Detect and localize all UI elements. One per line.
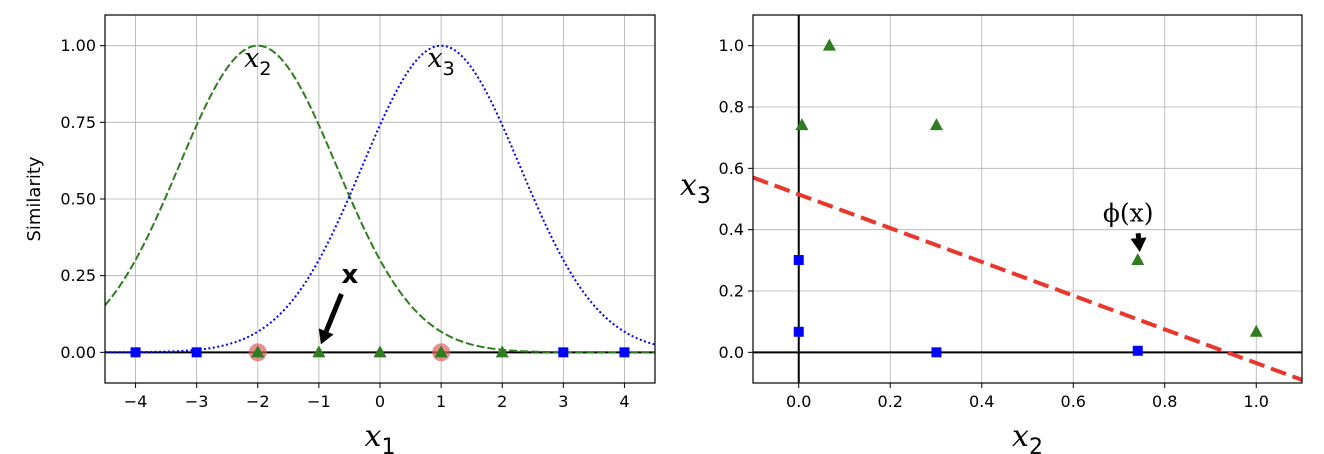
right-xtick-label: 0.6	[1061, 392, 1086, 411]
left-xtick-label: 3	[558, 392, 568, 411]
right-ytick-label: 0.4	[719, 220, 744, 239]
class1-point	[1131, 253, 1145, 266]
annotation-x-arrow-head	[318, 328, 334, 345]
left-ytick-label: 0.25	[60, 266, 96, 285]
left-xtick-label: 4	[619, 392, 629, 411]
annotation-x-arrow-shaft	[323, 293, 344, 333]
left-ytick-label: 0.75	[60, 113, 96, 132]
left-xtick-label: 1	[436, 392, 446, 411]
left-y-axis-label: Similarity	[24, 156, 45, 241]
curve-label: x3	[427, 43, 454, 80]
left-x-axis-label: x1	[365, 419, 396, 454]
class0-point	[1132, 345, 1143, 356]
transformed-space-chart: 0.0 0.2 0.4 0.6 0.8 1.0 0.0 0.2 0.4 0.6 0.8 1.0 ϕ(x)…	[680, 14, 1303, 454]
curve-label-base: x	[427, 43, 442, 74]
class0-point	[558, 347, 569, 358]
right-ytick-label: 0.6	[719, 159, 744, 178]
curve-label-sub: 3	[443, 58, 455, 80]
class1-point	[1249, 324, 1263, 337]
class0-point	[619, 347, 630, 358]
class1-point	[795, 118, 809, 131]
rbf-similarity-chart: −4 −3 −2 −1 0 1 2 3 40.000.250.500.751.00 x2 x3xx1…	[24, 14, 656, 454]
right-y-axis-label-sub: 3	[697, 184, 711, 209]
left-xtick-label: −2	[246, 392, 270, 411]
right-axes-frame	[752, 14, 1303, 384]
right-ytick-label: 1.0	[719, 36, 744, 55]
class1-point	[822, 38, 836, 51]
right-xtick-label: 0.8	[1152, 392, 1177, 411]
class0-point	[191, 347, 202, 358]
right-xtick-label: 0.4	[969, 392, 994, 411]
left-xtick-label: −3	[185, 392, 209, 411]
class1-point	[495, 345, 509, 358]
left-xtick-label: −1	[307, 392, 331, 411]
decision-boundary-line	[753, 175, 1302, 382]
class0-point	[931, 347, 942, 358]
left-xtick-label: 0	[375, 392, 385, 411]
right-xtick-label: 0.0	[786, 392, 811, 411]
left-ytick-label: 1.00	[60, 36, 96, 55]
right-y-axis-label-base: x	[680, 168, 697, 203]
annotation-phi-label: ϕ(x)	[1103, 198, 1154, 227]
right-x-axis-label: x2	[1012, 419, 1043, 454]
right-ytick-label: 0.2	[719, 282, 744, 301]
class0-point	[793, 326, 804, 337]
right-ytick-label: 0.0	[719, 343, 744, 362]
left-xtick-label: 2	[497, 392, 507, 411]
annotation-phi-arrow-head	[1130, 237, 1147, 253]
right-ytick-label: 0.8	[719, 98, 744, 117]
class1-point	[312, 345, 326, 358]
class0-point	[130, 347, 141, 358]
class1-point	[373, 345, 387, 358]
left-ytick-label: 0.00	[60, 343, 96, 362]
curve-label-sub: 2	[259, 58, 271, 80]
annotation-x-label: x	[341, 260, 358, 290]
similarity-curve-landmark--2	[105, 44, 655, 354]
left-ytick-label: 0.50	[60, 190, 96, 209]
left-x-axis-label-base: x	[365, 419, 382, 454]
right-x-axis-label-base: x	[1012, 419, 1029, 454]
curve-label-base: x	[244, 43, 259, 74]
right-x-axis-label-sub: 2	[1029, 435, 1043, 454]
left-axes-frame	[104, 14, 656, 384]
class1-point	[434, 345, 448, 358]
right-y-axis-label: x3	[680, 168, 711, 209]
curve-label: x2	[244, 43, 271, 80]
class0-point	[793, 255, 804, 266]
right-boundary-group	[753, 175, 1302, 382]
left-x-axis-label-sub: 1	[381, 435, 395, 454]
right-xtick-label: 0.2	[878, 392, 903, 411]
left-xtick-label: −4	[124, 392, 148, 411]
right-xtick-label: 1.0	[1244, 392, 1269, 411]
class1-point	[251, 345, 265, 358]
class1-point	[929, 118, 943, 131]
